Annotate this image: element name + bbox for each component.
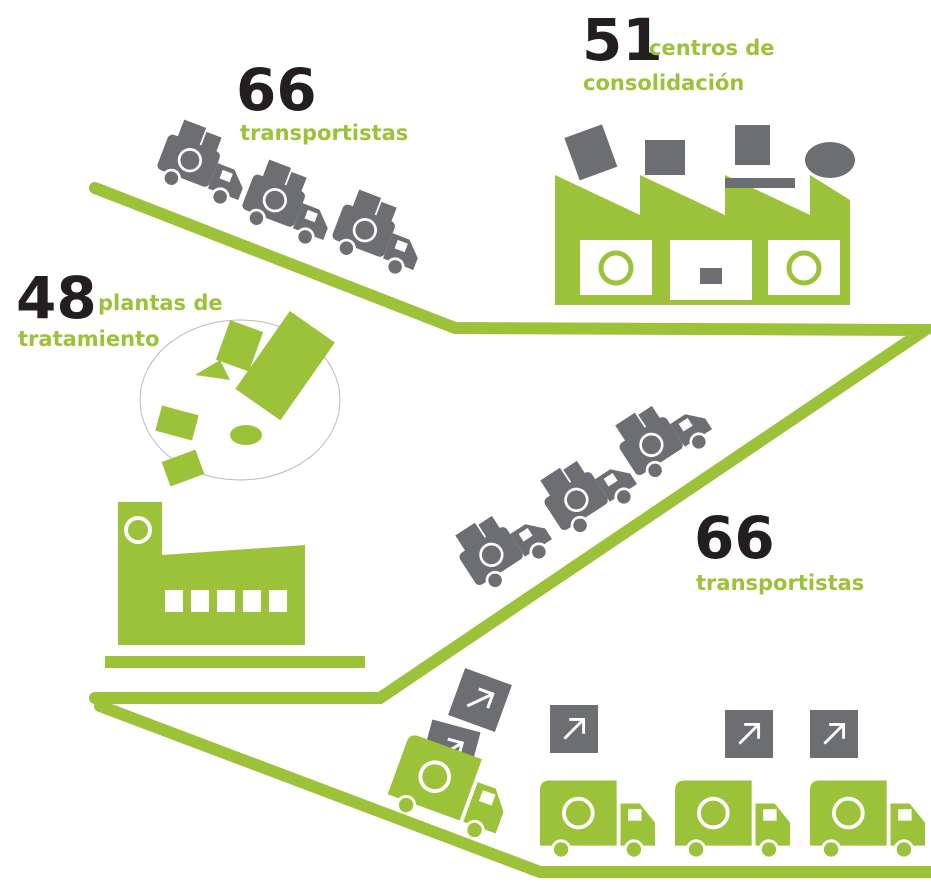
material-icon xyxy=(550,705,598,753)
stat-label: tratamiento xyxy=(18,327,160,351)
stat-label: plantas de xyxy=(98,291,223,315)
appliances-cloud xyxy=(140,311,340,486)
material-icon xyxy=(448,668,512,732)
truck-icon xyxy=(810,780,925,858)
stat-label: transportistas xyxy=(696,571,864,595)
truck-icon xyxy=(448,492,559,597)
stat-number: 66 xyxy=(694,504,775,572)
material-icon xyxy=(810,710,858,758)
truck-icon xyxy=(383,733,518,845)
truck-icon xyxy=(327,186,434,281)
route-line xyxy=(100,706,931,872)
truck-icon xyxy=(608,382,719,487)
stat-number: 66 xyxy=(236,56,317,124)
stat-number: 48 xyxy=(16,264,97,332)
infographic: 66 transportistas 51 centros de consolid… xyxy=(0,0,931,882)
truck-icon xyxy=(540,780,655,858)
truck-icon xyxy=(675,780,790,858)
stat-label: transportistas xyxy=(240,121,408,145)
treatment-plant xyxy=(105,502,365,668)
stat-label: consolidación xyxy=(583,71,744,95)
truck-icon xyxy=(237,156,344,251)
consolidation-center xyxy=(555,124,855,305)
material-icon xyxy=(725,710,773,758)
stat-label: centros de xyxy=(649,36,775,60)
